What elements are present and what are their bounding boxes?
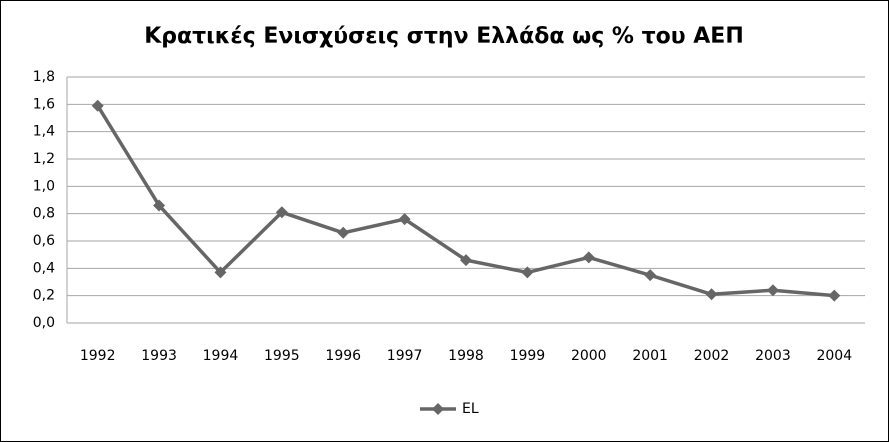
x-tick-label: 2003 [755,348,791,364]
data-point [153,199,166,212]
x-tick-label: 2002 [694,348,730,364]
y-tick-label: 1,0 [33,178,55,194]
data-point [337,226,350,239]
y-tick-label: 0,6 [33,233,55,249]
x-tick-label: 1995 [264,348,300,364]
x-tick-label: 1993 [141,348,177,364]
data-point [828,289,841,302]
y-tick-label: 0,2 [33,288,55,304]
legend-marker [432,403,444,415]
data-point [521,266,534,279]
x-tick-label: 1992 [80,348,116,364]
data-point [214,266,227,279]
data-point [644,269,657,282]
x-tick-label: 1999 [510,348,546,364]
x-tick-label: 2000 [571,348,607,364]
x-tick-label: 2001 [632,348,668,364]
x-tick-label: 2004 [816,348,852,364]
x-tick-label: 1997 [387,348,423,364]
legend-label: EL [462,401,479,417]
y-tick-label: 1,4 [33,124,55,140]
data-point [582,251,595,264]
data-point [460,254,472,267]
data-point [275,206,288,219]
data-point [766,284,779,297]
chart-title: Κρατικές Ενισχύσεις στην Ελλάδα ως % του… [144,24,744,49]
y-tick-label: 1,2 [33,151,55,167]
y-tick-label: 1,8 [33,69,55,85]
data-point [91,99,104,112]
x-tick-label: 1994 [203,348,239,364]
data-point [398,213,411,226]
y-tick-label: 0,0 [33,315,55,331]
data-point [705,288,718,301]
x-tick-label: 1996 [325,348,361,364]
y-tick-label: 1,6 [33,96,55,112]
y-tick-label: 0,4 [33,260,55,276]
x-tick-label: 1998 [448,348,484,364]
y-tick-label: 0,8 [33,206,55,222]
